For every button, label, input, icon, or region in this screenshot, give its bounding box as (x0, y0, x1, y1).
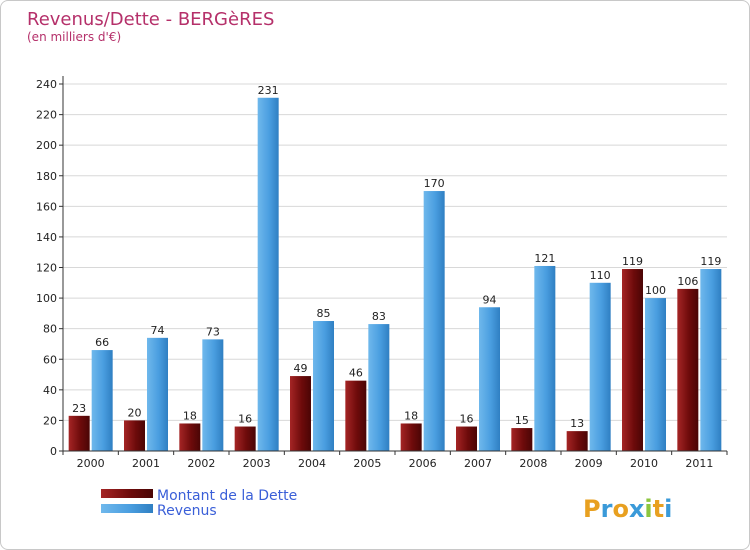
bar-dette (400, 423, 422, 451)
bar-revenus (91, 350, 113, 451)
data-label-revenus: 110 (590, 269, 611, 282)
x-tick-label: 2008 (519, 457, 547, 470)
bar-dette (456, 426, 477, 451)
x-tick-label: 2010 (630, 457, 658, 470)
data-label-revenus: 100 (645, 284, 666, 297)
y-tick-label: 120 (36, 262, 57, 275)
bar-revenus (534, 265, 556, 451)
logo: Proxiti (583, 495, 672, 523)
legend-swatch-revenus (101, 504, 153, 513)
x-tick-label: 2005 (353, 457, 381, 470)
chart-subtitle: (en milliers d'€) (27, 30, 121, 44)
x-tick-label: 2004 (298, 457, 326, 470)
logo-letter-5: t (653, 495, 664, 523)
data-label-dette: 16 (238, 413, 252, 426)
data-label-revenus: 121 (534, 252, 555, 265)
y-tick-label: 40 (43, 384, 57, 397)
bar-revenus (313, 321, 334, 451)
data-label-revenus: 74 (151, 324, 165, 337)
legend-label-revenus: Revenus (157, 503, 217, 519)
y-tick-label: 220 (36, 109, 57, 122)
bar-revenus (423, 191, 445, 451)
x-tick-label: 2002 (187, 457, 215, 470)
bar-dette (124, 420, 145, 451)
logo-letter-0: P (583, 495, 601, 523)
data-label-revenus: 66 (95, 336, 109, 349)
data-label-dette: 20 (128, 406, 142, 419)
logo-letter-2: o (612, 495, 629, 523)
data-label-revenus: 85 (317, 307, 331, 320)
bar-revenus (645, 298, 666, 451)
y-tick-label: 60 (43, 353, 57, 366)
logo-letter-6: i (664, 495, 672, 523)
data-label-dette: 16 (460, 413, 474, 426)
x-tick-label: 2011 (685, 457, 713, 470)
y-tick-label: 160 (36, 200, 57, 213)
data-label-dette: 46 (349, 367, 363, 380)
data-label-dette: 18 (183, 409, 197, 422)
bars-layer (68, 97, 722, 451)
data-label-dette: 13 (570, 417, 584, 430)
bar-revenus (700, 269, 722, 451)
logo-letter-3: x (629, 495, 645, 523)
x-tick-label: 2000 (77, 457, 105, 470)
labels-layer: 23 66 20 74 18 73 16 231 49 85 46 83 18 170 16 94 15 121 1… (72, 84, 721, 430)
bar-revenus (147, 337, 168, 451)
logo-text: Proxiti (583, 495, 672, 523)
y-tick-label: 80 (43, 323, 57, 336)
y-tick-label: 240 (36, 78, 57, 91)
bar-dette (68, 415, 90, 451)
y-tick-label: 200 (36, 139, 57, 152)
y-tick-label: 0 (50, 445, 57, 458)
data-label-dette: 15 (515, 414, 529, 427)
data-label-revenus: 94 (483, 293, 497, 306)
data-label-dette: 23 (72, 402, 86, 415)
data-label-revenus: 73 (206, 325, 220, 338)
legend: Montant de la Dette Revenus (101, 488, 297, 519)
legend-label-dette: Montant de la Dette (157, 488, 297, 504)
x-tick-label: 2003 (243, 457, 271, 470)
legend-swatch-dette (101, 489, 153, 498)
x-tick-label: 2009 (575, 457, 603, 470)
bar-revenus (589, 282, 611, 451)
x-tick-label: 2001 (132, 457, 160, 470)
chart-title: Revenus/Dette - BERGèRES (27, 9, 274, 30)
y-tick-label: 140 (36, 231, 57, 244)
data-label-revenus: 170 (424, 177, 445, 190)
bar-dette (234, 426, 256, 451)
data-label-revenus: 231 (258, 84, 279, 97)
bar-dette (622, 269, 643, 451)
logo-letter-4: i (644, 495, 652, 523)
bar-dette (179, 423, 201, 451)
bar-dette (566, 431, 588, 451)
x-tick-label: 2007 (464, 457, 492, 470)
y-tick-label: 20 (43, 414, 57, 427)
data-label-dette: 18 (404, 409, 418, 422)
bar-revenus (479, 307, 500, 451)
bar-dette (345, 380, 367, 451)
bar-revenus (368, 324, 390, 451)
data-label-dette: 106 (677, 275, 698, 288)
grid-layer (63, 83, 727, 421)
bar-dette (290, 376, 311, 451)
y-tick-label: 180 (36, 170, 57, 183)
bar-dette (677, 288, 699, 451)
bar-revenus (257, 97, 279, 451)
x-tick-label: 2006 (409, 457, 437, 470)
bar-dette (511, 428, 533, 451)
y-tick-label: 100 (36, 292, 57, 305)
data-label-dette: 49 (294, 362, 308, 375)
logo-letter-1: r (601, 495, 613, 523)
bar-revenus (202, 339, 224, 451)
data-label-revenus: 83 (372, 310, 386, 323)
data-label-revenus: 119 (700, 255, 721, 268)
data-label-dette: 119 (622, 255, 643, 268)
